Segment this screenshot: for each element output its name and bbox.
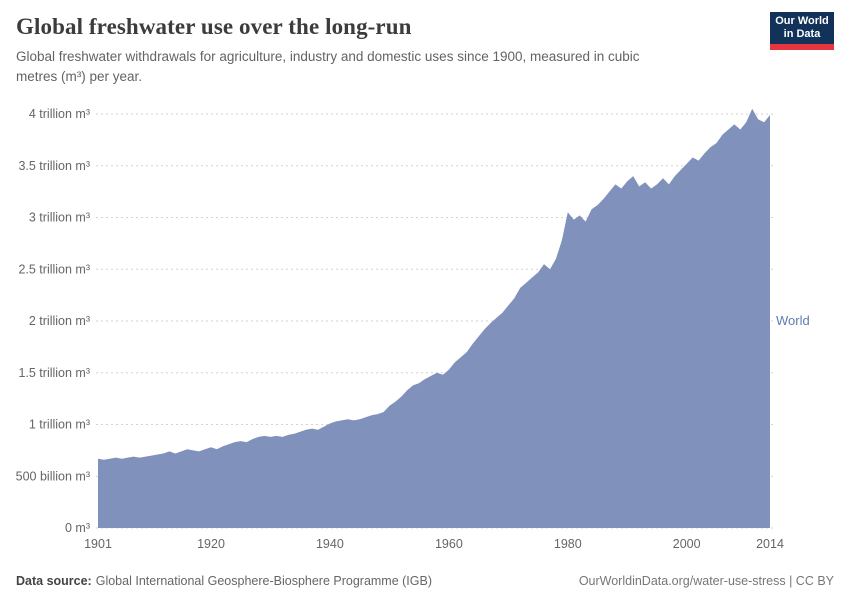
y-tick-label: 3 trillion m³ (29, 211, 90, 225)
x-tick-label: 2014 (756, 537, 784, 551)
y-tick-label: 4 trillion m³ (29, 107, 90, 121)
y-tick-label: 500 billion m³ (16, 469, 90, 483)
page-title: Global freshwater use over the long-run (16, 14, 412, 39)
data-source-label: Data source: (16, 574, 92, 588)
y-tick-label: 2 trillion m³ (29, 314, 90, 328)
x-tick-label: 1901 (84, 537, 112, 551)
y-tick-label: 2.5 trillion m³ (18, 262, 90, 276)
series-label-world: World (776, 313, 810, 328)
y-tick-label: 1 trillion m³ (29, 418, 90, 432)
y-tick-label: 1.5 trillion m³ (18, 366, 90, 380)
area-series-world (98, 108, 770, 529)
owid-logo-line2: in Data (783, 28, 821, 40)
owid-attribution-link[interactable]: OurWorldinData.org/water-use-stress | CC… (578, 574, 834, 588)
x-tick-label: 1960 (435, 537, 463, 551)
y-tick-label: 0 m³ (65, 521, 90, 535)
freshwater-area-chart[interactable]: 0 m³ 500 billion m³ 1 trillion m³ 1.5 trill… (0, 96, 850, 566)
x-tick-label: 1940 (316, 537, 344, 551)
x-tick-label: 1980 (554, 537, 582, 551)
chart-footer: Data source: Global International Geosphe… (16, 574, 834, 588)
data-source: Data source: Global International Geosphe… (16, 574, 432, 588)
owid-logo[interactable]: Our World in Data (770, 12, 834, 50)
x-tick-label: 1920 (197, 537, 225, 551)
y-tick-label: 3.5 trillion m³ (18, 159, 90, 173)
chart-area: 0 m³ 500 billion m³ 1 trillion m³ 1.5 trill… (0, 96, 850, 571)
owid-logo-line1: Our World (775, 15, 829, 27)
x-tick-label: 2000 (673, 537, 701, 551)
chart-header: Global freshwater use over the long-run … (16, 14, 750, 86)
chart-subtitle: Global freshwater withdrawals for agricu… (16, 49, 640, 84)
data-source-value: Global International Geosphere-Biosphere… (95, 574, 433, 588)
